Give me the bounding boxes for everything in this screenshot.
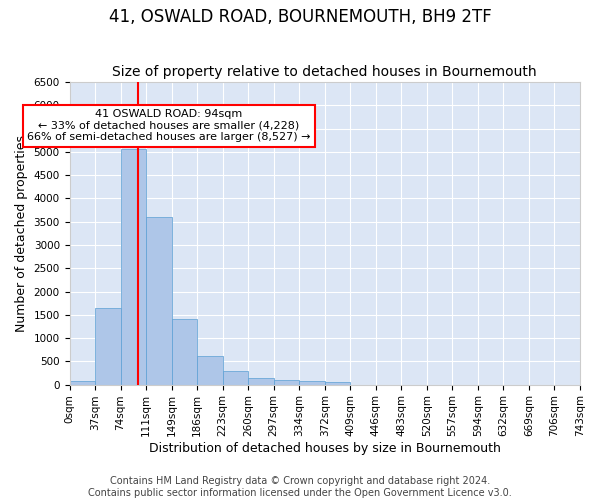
Text: 41, OSWALD ROAD, BOURNEMOUTH, BH9 2TF: 41, OSWALD ROAD, BOURNEMOUTH, BH9 2TF [109, 8, 491, 26]
X-axis label: Distribution of detached houses by size in Bournemouth: Distribution of detached houses by size … [149, 442, 501, 455]
Bar [299, 382, 325, 384]
Bar [70, 382, 95, 384]
Bar [197, 356, 223, 384]
Bar [95, 308, 121, 384]
Text: Contains HM Land Registry data © Crown copyright and database right 2024.
Contai: Contains HM Land Registry data © Crown c… [88, 476, 512, 498]
Bar [248, 378, 274, 384]
Bar [274, 380, 299, 384]
Bar [223, 371, 248, 384]
Y-axis label: Number of detached properties: Number of detached properties [15, 135, 28, 332]
Bar [325, 382, 350, 384]
Bar [146, 217, 172, 384]
Bar [172, 320, 197, 384]
Bar [121, 149, 146, 384]
Text: 41 OSWALD ROAD: 94sqm
← 33% of detached houses are smaller (4,228)
66% of semi-d: 41 OSWALD ROAD: 94sqm ← 33% of detached … [28, 110, 311, 142]
Title: Size of property relative to detached houses in Bournemouth: Size of property relative to detached ho… [112, 66, 537, 80]
